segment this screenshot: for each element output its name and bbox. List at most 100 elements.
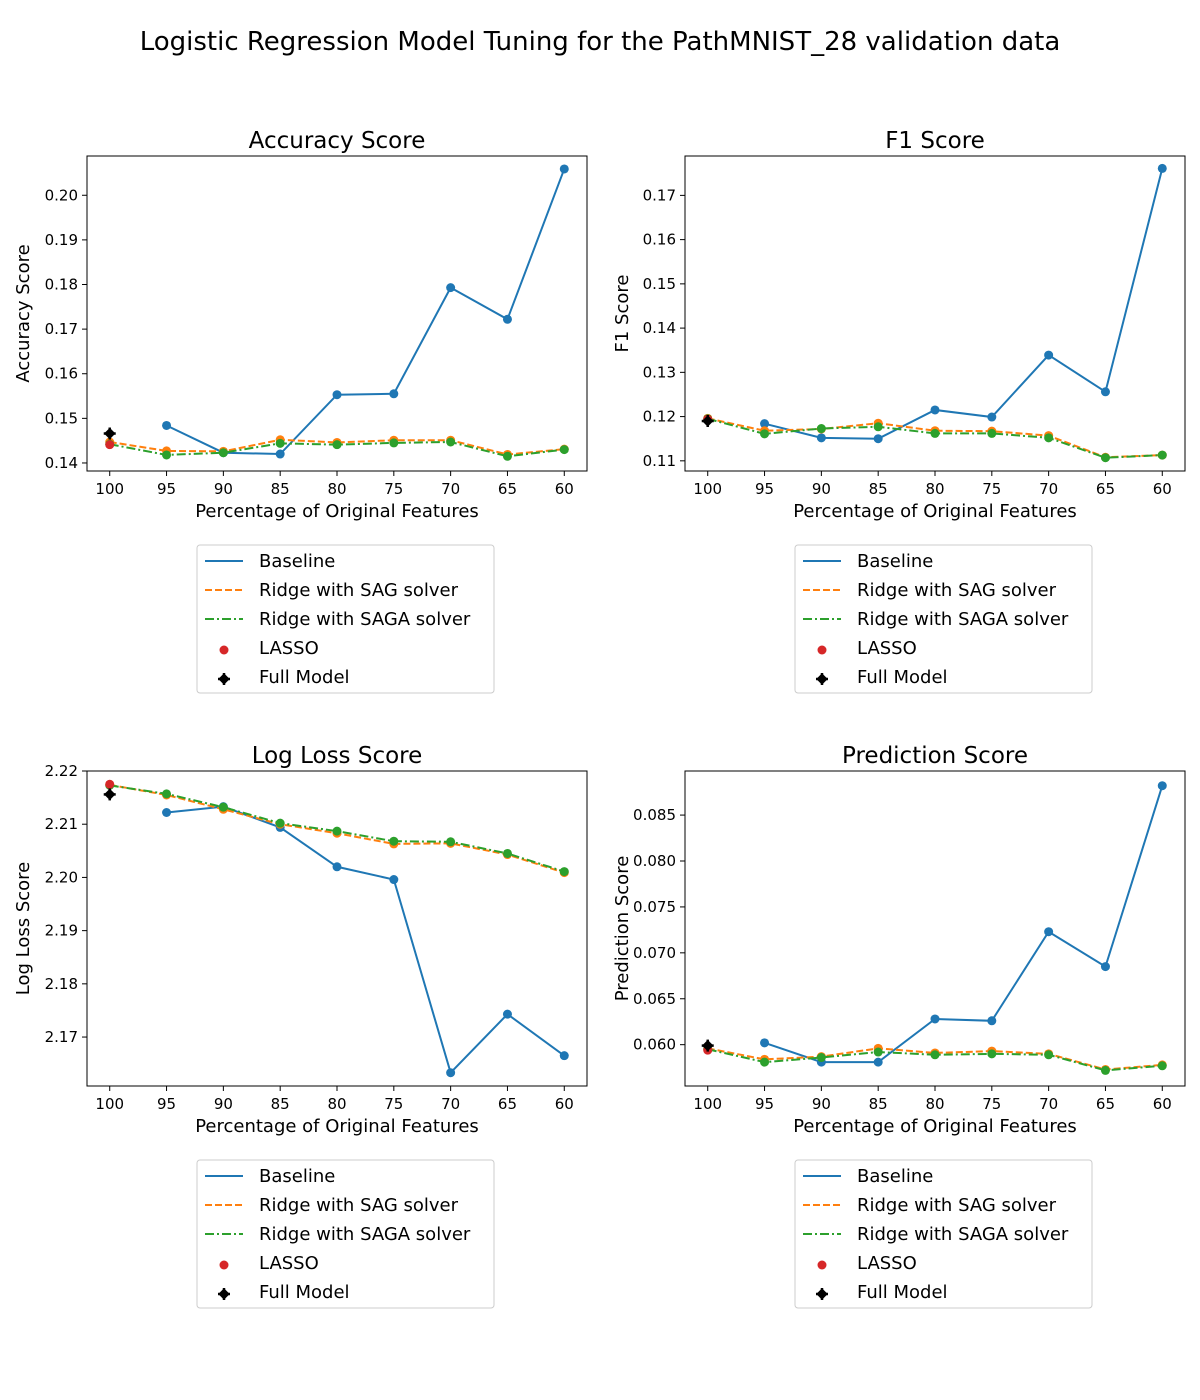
x-tick-label: 85: [869, 480, 888, 498]
y-tick-label: 0.17: [643, 186, 676, 204]
x-tick-label: 95: [157, 480, 176, 498]
data-point-baseline: [987, 412, 997, 422]
x-tick-label: 90: [812, 1095, 831, 1113]
legend-label-full-model: Full Model: [857, 1282, 948, 1303]
data-point-ridge-saga: [760, 1057, 770, 1067]
y-tick-label: 0.17: [45, 320, 78, 338]
x-axis-label: Percentage of Original Features: [195, 1116, 479, 1137]
data-point-ridge-saga: [332, 826, 342, 836]
chart-title: Prediction Score: [842, 743, 1028, 769]
legend: Baseline Ridge with SAG solver Ridge with …: [196, 544, 495, 694]
x-tick-label: 90: [214, 480, 233, 498]
x-tick-label: 75: [384, 1095, 403, 1113]
marker-core: [104, 427, 116, 440]
plot-area: [103, 779, 569, 1078]
data-point-ridge-saga: [332, 440, 342, 450]
data-point-ridge-saga: [873, 422, 883, 432]
series-baseline: [760, 781, 1167, 1067]
y-axis-label: Accuracy Score: [13, 244, 34, 382]
legend-label-lasso: LASSO: [259, 1253, 319, 1274]
series-baseline: [760, 163, 1167, 444]
data-point-baseline: [446, 1068, 456, 1078]
y-axis-label: F1 Score: [612, 275, 633, 353]
marker-core: [218, 673, 230, 685]
series-lasso: [105, 779, 115, 789]
data-point-ridge-saga: [987, 1049, 997, 1059]
series-baseline: [162, 164, 569, 459]
legend: Baseline Ridge with SAG solver Ridge with …: [794, 544, 1093, 694]
legend-label-ridge-sag: Ridge with SAG solver: [259, 1195, 459, 1216]
x-tick-label: 95: [755, 1095, 774, 1113]
data-point-baseline: [389, 389, 399, 399]
y-tick-label: 0.070: [633, 944, 676, 962]
legend-box: [196, 544, 495, 694]
series-ridge-saga: [703, 414, 1167, 463]
x-tick-label: 95: [157, 1095, 176, 1113]
data-point-baseline: [760, 419, 770, 429]
y-tick-label: 2.18: [45, 975, 78, 993]
chart-panel-4: Prediction Score 100 95 90 85 80 75 70 65 60 0.060…: [612, 743, 1186, 1309]
marker-core: [104, 788, 116, 801]
x-tick-label: 80: [327, 480, 346, 498]
series-ridge-saga: [703, 1044, 1167, 1075]
y-tick-label: 0.18: [45, 275, 78, 293]
x-tick-label: 70: [441, 1095, 460, 1113]
y-tick-label: 0.15: [45, 409, 78, 427]
data-point-baseline: [873, 434, 883, 444]
data-point-ridge-saga: [930, 428, 940, 438]
data-point-ridge-saga: [930, 1050, 940, 1060]
data-point-ridge-saga: [162, 789, 172, 799]
data-point-baseline: [502, 314, 512, 324]
legend-box: [196, 1159, 495, 1309]
x-tick-label: 75: [384, 480, 403, 498]
data-point-baseline: [760, 1038, 770, 1048]
y-tick-label: 2.22: [45, 762, 78, 780]
data-point-full-model: [701, 415, 714, 428]
x-tick-label: 70: [441, 480, 460, 498]
legend-box: [794, 1159, 1093, 1309]
x-tick-label: 70: [1039, 1095, 1058, 1113]
data-point-baseline: [162, 808, 172, 818]
x-tick-label: 80: [925, 480, 944, 498]
data-point-ridge-saga: [1044, 433, 1054, 443]
x-tick-label: 60: [1153, 480, 1172, 498]
data-point-baseline: [275, 449, 285, 459]
y-tick-label: 0.12: [643, 408, 676, 426]
data-point-ridge-saga: [816, 1053, 826, 1063]
data-point-ridge-saga: [275, 438, 285, 448]
series-ridge-saga: [105, 780, 569, 877]
y-tick-label: 0.085: [633, 806, 676, 824]
chart-panel-1: Accuracy Score 100 95 90 85 80 75 70 65 60 0.14 0.1…: [13, 128, 588, 694]
data-point-baseline: [873, 1057, 883, 1067]
series-baseline: [162, 802, 569, 1078]
data-point-ridge-saga: [218, 802, 228, 812]
data-point-ridge-saga: [816, 424, 826, 434]
data-point-baseline: [930, 1014, 940, 1024]
data-point-ridge-saga: [389, 438, 399, 448]
data-point-lasso: [105, 779, 115, 789]
y-tick-label: 0.11: [643, 452, 676, 470]
plot-area: [701, 781, 1167, 1075]
y-tick-label: 0.075: [633, 898, 676, 916]
legend-handle-full-model: [816, 673, 828, 685]
data-point-ridge-saga: [446, 837, 456, 847]
data-point-ridge-saga: [987, 428, 997, 438]
x-tick-label: 65: [498, 480, 517, 498]
x-tick-label: 75: [982, 1095, 1001, 1113]
y-tick-label: 0.060: [633, 1036, 676, 1054]
data-point-baseline: [1044, 350, 1054, 360]
series-full-model: [103, 427, 116, 440]
data-point-baseline: [1100, 962, 1110, 972]
plot-area: [103, 164, 569, 461]
x-tick-label: 75: [982, 480, 1001, 498]
legend-handle-full-model: [218, 1288, 230, 1300]
x-tick-label: 65: [1096, 480, 1115, 498]
chart-title: Log Loss Score: [252, 743, 423, 769]
x-axis-label: Percentage of Original Features: [195, 501, 479, 522]
data-point-ridge-saga: [873, 1047, 883, 1057]
series-line-baseline: [764, 785, 1164, 1064]
x-tick-label: 100: [95, 1095, 124, 1113]
x-tick-label: 70: [1039, 480, 1058, 498]
series-full-model: [701, 1039, 714, 1052]
